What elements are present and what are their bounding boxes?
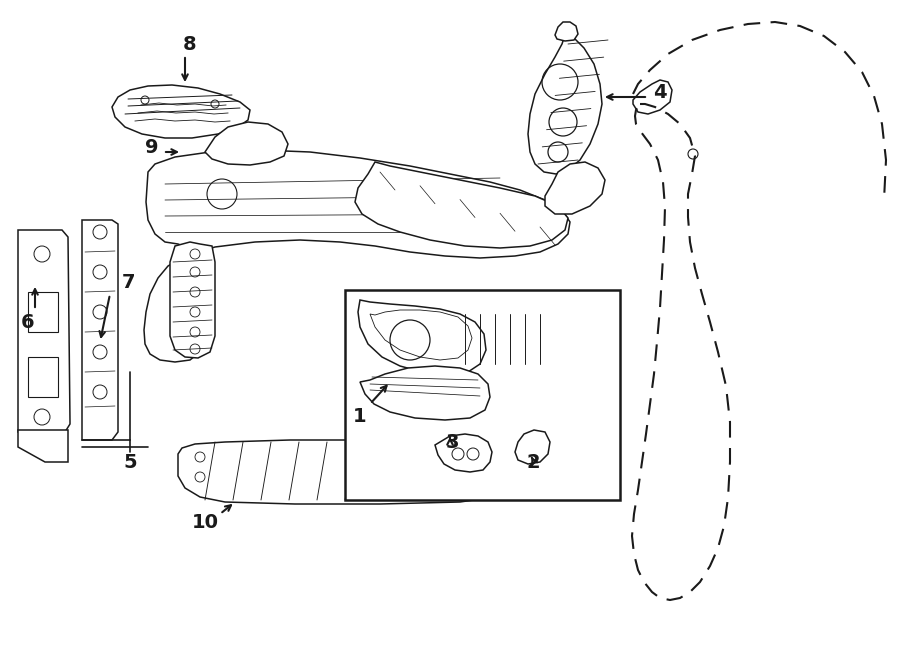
Text: 6: 6	[22, 312, 35, 332]
Polygon shape	[205, 122, 288, 165]
Polygon shape	[633, 80, 672, 114]
Text: 5: 5	[123, 453, 137, 471]
Polygon shape	[82, 220, 118, 440]
Polygon shape	[555, 22, 578, 41]
Polygon shape	[355, 162, 568, 248]
Text: 7: 7	[122, 273, 135, 291]
Polygon shape	[144, 150, 570, 362]
Polygon shape	[545, 162, 605, 214]
Text: 2: 2	[526, 453, 540, 471]
Polygon shape	[528, 35, 602, 174]
Text: 8: 8	[184, 34, 197, 54]
Polygon shape	[28, 292, 58, 332]
Text: 3: 3	[446, 432, 459, 451]
Polygon shape	[112, 85, 250, 138]
Text: 1: 1	[353, 406, 367, 426]
Bar	[345, 290, 620, 500]
Polygon shape	[18, 430, 68, 462]
Text: 4: 4	[653, 83, 667, 101]
Text: 9: 9	[145, 138, 158, 156]
Polygon shape	[358, 300, 486, 374]
Polygon shape	[515, 430, 550, 464]
Polygon shape	[28, 357, 58, 397]
Polygon shape	[435, 434, 492, 472]
Polygon shape	[360, 366, 490, 420]
Polygon shape	[178, 440, 515, 504]
Text: 10: 10	[192, 512, 219, 532]
Polygon shape	[170, 242, 215, 358]
Polygon shape	[18, 230, 70, 432]
